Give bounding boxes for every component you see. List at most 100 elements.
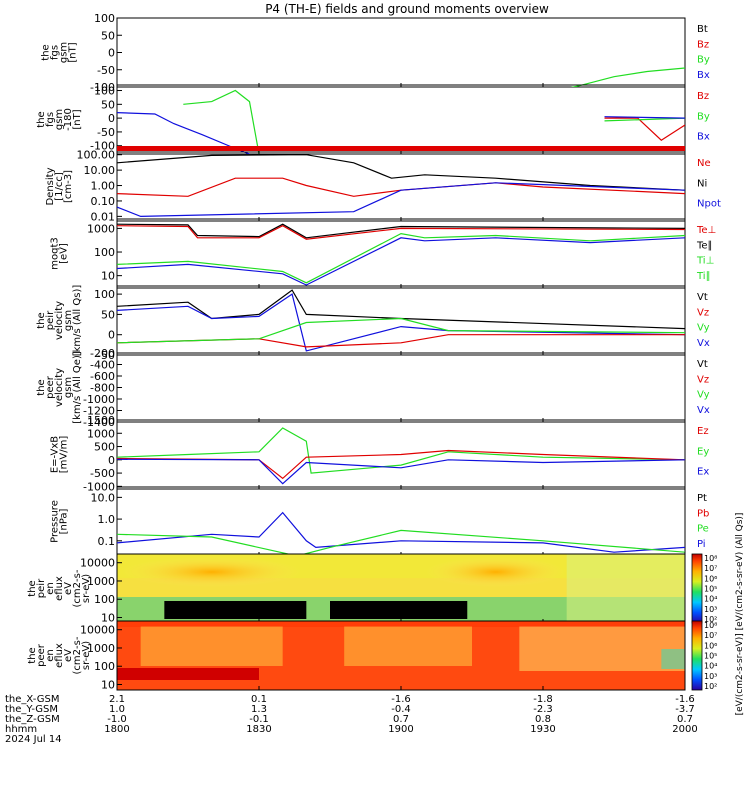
y-tick-label: -1400: [83, 416, 115, 429]
colorbar-unit-label: [eV/(cm2-s-sr-eV)] [eV/(cm2-s-sr-eV) (Al…: [735, 513, 745, 716]
footer-value: -1.8: [533, 694, 553, 705]
spectrogram-gap: [330, 601, 468, 619]
series-line-green: [117, 317, 685, 344]
spectrogram-fade: [566, 554, 685, 623]
y-axis-label-line: sr-eV): [81, 574, 92, 603]
series-line-blue: [117, 182, 685, 218]
footer-value: -2.3: [533, 704, 553, 715]
y-axis-label-line: [eV]: [59, 243, 70, 264]
y-axis-label-line: gsm: [54, 109, 65, 130]
legend-entry: Vx: [697, 405, 710, 416]
y-axis-label-line: the: [27, 580, 38, 596]
y-axis-label-line: peir: [45, 310, 56, 330]
spectrogram-warm-region: [344, 626, 472, 666]
y-axis-label-line: [nT]: [68, 42, 79, 62]
y-tick-label: 50: [101, 29, 115, 42]
series-line-red: [117, 449, 685, 480]
series-line-blue: [117, 458, 685, 485]
y-tick-label: -500: [90, 467, 115, 480]
y-tick-label: 100: [94, 12, 115, 25]
colorbar-gradient: [691, 620, 703, 691]
y-axis-label-line: [km/s (All Qe)]: [72, 351, 83, 424]
colorbar-tick: 10⁴: [704, 662, 717, 671]
y-axis-label-line: en: [45, 649, 56, 662]
footer-value: -0.4: [391, 704, 411, 715]
y-axis-label-line: velocity: [54, 301, 65, 340]
footer-value: 1.0: [109, 704, 125, 715]
y-axis-label: thepeervelocitygsm[km/s (All Qe)]: [36, 351, 83, 424]
spectrogram-cool-region: [661, 649, 685, 669]
y-tick-label: 100: [94, 593, 115, 606]
colorbar-tick: 10⁷: [704, 564, 717, 573]
y-tick-label: 1000: [87, 222, 115, 235]
y-tick-label: 10.0: [91, 491, 116, 504]
y-tick-label: 100: [94, 660, 115, 673]
footer-row-label: the_Y-GSM: [5, 704, 58, 715]
spectrogram-hot-region: [425, 557, 566, 587]
y-axis-label: moqt3[eV]: [50, 237, 70, 270]
footer-value: 1900: [388, 724, 413, 735]
legend-entry: Vz: [697, 307, 709, 318]
y-axis-label: Pressure[nPa]: [50, 500, 70, 543]
y-axis-label: thepeirenefluxeV(cm2-s-sr-eV): [27, 569, 92, 607]
footer-value: 2.1: [109, 694, 125, 705]
y-tick-label: 0: [108, 454, 115, 467]
y-tick-label: 1000: [87, 642, 115, 655]
footer-row-label: 2024 Jul 14: [5, 734, 62, 745]
series-line-black: [117, 154, 685, 191]
y-tick-label: -1000: [83, 393, 115, 406]
y-axis-label-line: moqt3: [50, 237, 61, 270]
colorbar-tick: 10²: [704, 615, 717, 624]
y-tick-label: 1.00: [91, 180, 116, 193]
legend-entry: Bt: [697, 24, 708, 35]
y-axis-label-line: [1/cc]: [54, 172, 65, 201]
spectrogram-band: [117, 668, 259, 680]
series-line-black: [117, 289, 685, 330]
y-tick-label: 0: [108, 329, 115, 342]
y-axis-label-line: velocity: [54, 368, 65, 407]
y-axis-label: Density[1/cc][cm-3]: [45, 167, 74, 205]
colorbar-tick: 10⁷: [704, 631, 717, 640]
legend-entry: By: [697, 55, 710, 66]
y-tick-label: 500: [94, 441, 115, 454]
y-axis-label-line: the: [27, 647, 38, 663]
footer-row-label: the_Z-GSM: [5, 714, 60, 725]
colorbar-tick: 10³: [704, 672, 717, 681]
y-tick-label: 10.00: [84, 164, 116, 177]
footer-value: 0.8: [535, 714, 551, 725]
panel-peir-velocity: 100 50 0 -50 thepeirvelocitygsm[km/s (All Qs…: [36, 285, 710, 362]
y-axis-label-line: peir: [36, 578, 47, 598]
panel-density: 100.00 10.00 1.00 0.10 0.01 Density[1/cc][cm-…: [45, 149, 721, 224]
panel-frame: [116, 17, 686, 88]
colorbar-tick: 10⁸: [704, 554, 717, 563]
y-axis-label-line: peer: [36, 643, 47, 667]
footer-row-label: hhmm: [5, 724, 37, 735]
legend-entry: Bx: [697, 70, 710, 81]
series-line-black: [117, 223, 685, 239]
legend-entry: Ti⊥: [696, 256, 714, 267]
footer-value: 1.3: [251, 704, 267, 715]
legend-entry: Te⊥: [696, 225, 716, 236]
footer-value: -0.1: [249, 714, 269, 725]
y-axis-label-line: [nT]: [72, 109, 83, 129]
y-axis-label-line: fgs: [50, 45, 61, 60]
spectrogram-gap: [164, 601, 307, 619]
y-axis-label-line: the: [36, 111, 47, 127]
y-tick-label: 100: [94, 246, 115, 259]
y-tick-label: -200: [90, 347, 115, 360]
legend-entry: Vt: [697, 359, 708, 370]
y-axis-label-line: -180: [63, 108, 74, 131]
legend-entry: By: [697, 111, 710, 122]
y-tick-label: 0: [108, 47, 115, 60]
legend-entry: Bz: [697, 39, 709, 50]
y-tick-label: 1.0: [98, 513, 116, 526]
y-tick-label: 10: [101, 270, 115, 283]
y-axis-label-line: [nPa]: [59, 508, 70, 534]
legend-entry: Bx: [697, 132, 710, 143]
legend-entry: Pb: [697, 508, 709, 519]
colorbar-tick: 10⁵: [704, 652, 717, 661]
y-tick-label: 0: [108, 112, 115, 125]
